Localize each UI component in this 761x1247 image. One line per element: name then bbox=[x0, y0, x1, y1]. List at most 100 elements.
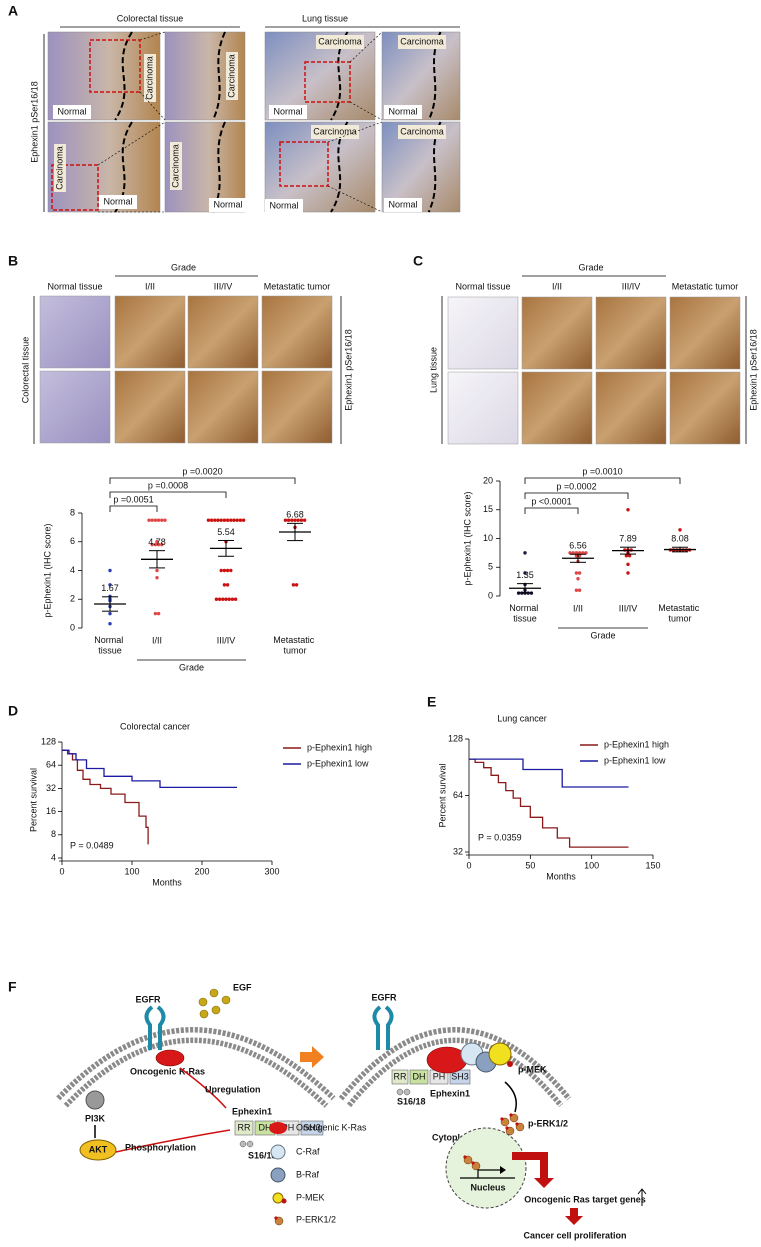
data-point bbox=[153, 542, 158, 547]
data-point bbox=[225, 568, 230, 573]
data-point bbox=[217, 597, 222, 601]
carcinoma-label: Carcinoma bbox=[226, 54, 236, 98]
y-tick-label: 32 bbox=[46, 783, 56, 793]
label-bg bbox=[170, 142, 182, 190]
data-point bbox=[155, 540, 159, 544]
legend-kras bbox=[269, 1122, 287, 1134]
up-arrow bbox=[637, 1188, 647, 1206]
mean-label: 1.67 bbox=[101, 583, 119, 593]
normal-label: Normal bbox=[57, 106, 86, 116]
mean-label: 5.54 bbox=[217, 527, 235, 537]
site-label: S16/18 bbox=[248, 1150, 277, 1160]
egf-label: EGF bbox=[233, 982, 252, 992]
y-tick-label: 6 bbox=[70, 536, 75, 546]
domain bbox=[300, 1120, 324, 1136]
data-point bbox=[108, 621, 112, 626]
data-point bbox=[290, 518, 294, 522]
data-point bbox=[283, 518, 288, 522]
site-label: S16/18 bbox=[397, 1096, 426, 1106]
phospho bbox=[507, 1061, 513, 1067]
targets-label: Oncogenic Ras target genes bbox=[524, 1194, 646, 1204]
data-point bbox=[155, 568, 159, 573]
panel-label: B bbox=[8, 253, 18, 269]
label-bg bbox=[269, 105, 307, 119]
domain bbox=[391, 1069, 409, 1085]
data-point bbox=[624, 554, 629, 558]
legend-braf bbox=[270, 1167, 286, 1183]
data-point bbox=[577, 554, 582, 558]
x-tick-label: 150 bbox=[645, 860, 660, 870]
phospho bbox=[471, 1161, 475, 1165]
zoom-connector bbox=[139, 31, 166, 41]
label-bg bbox=[384, 198, 422, 212]
carcinoma-label: Carcinoma bbox=[54, 146, 64, 190]
data-point bbox=[286, 518, 291, 522]
x-tick-label: Normal tissue bbox=[94, 635, 126, 655]
row-label: Ephexin1 pSer16/18 bbox=[29, 81, 39, 163]
zoom-connector bbox=[97, 121, 166, 166]
data-point bbox=[222, 518, 227, 522]
label-bg bbox=[99, 195, 137, 209]
data-point bbox=[229, 568, 233, 573]
y-tick-label: 10 bbox=[483, 533, 493, 543]
data-point bbox=[574, 554, 579, 558]
y-tick-label: 128 bbox=[448, 733, 463, 743]
p-value: p =0.0051 bbox=[113, 494, 153, 504]
label-bg bbox=[398, 125, 446, 139]
data-point bbox=[296, 518, 300, 522]
data-point bbox=[153, 518, 158, 522]
label-bg bbox=[53, 105, 91, 119]
significance-bracket bbox=[524, 477, 681, 484]
p-value: p =0.0020 bbox=[182, 466, 222, 476]
legend-label: P-ERK1/2 bbox=[296, 1214, 336, 1224]
mean-label: 8.08 bbox=[671, 534, 689, 544]
data-point bbox=[230, 597, 235, 601]
domain-label: PH bbox=[282, 1122, 295, 1132]
data-point bbox=[108, 568, 112, 573]
y-axis-label: p-Ephexin1 (IHC score) bbox=[462, 491, 472, 585]
domain-label: DH bbox=[259, 1122, 272, 1132]
ihc-image bbox=[521, 371, 593, 445]
domain-label: RR bbox=[394, 1071, 407, 1081]
data-point bbox=[235, 518, 239, 522]
mean-label: 6.68 bbox=[286, 510, 304, 520]
y-tick-label: 128 bbox=[41, 736, 56, 746]
data-point bbox=[577, 588, 582, 592]
carcinoma-label: Carcinoma bbox=[318, 36, 362, 46]
grade-label: Grade bbox=[590, 630, 615, 640]
carcinoma-label: Carcinoma bbox=[170, 144, 180, 188]
x-tick-label: 0 bbox=[466, 860, 471, 870]
grade-title: Grade bbox=[578, 262, 603, 272]
carcinoma-label: Carcinoma bbox=[144, 56, 154, 100]
egf bbox=[198, 997, 208, 1007]
y-tick-label: 64 bbox=[453, 790, 463, 800]
tumor-border bbox=[212, 121, 226, 213]
pi3k bbox=[85, 1090, 105, 1110]
label-bg bbox=[54, 144, 66, 192]
data-point bbox=[581, 551, 585, 555]
p-value: p =0.0010 bbox=[582, 466, 622, 476]
panel-label: D bbox=[8, 703, 18, 719]
normal-label: Normal bbox=[269, 200, 298, 210]
phospho bbox=[463, 1155, 467, 1159]
promoter-head bbox=[500, 1166, 506, 1174]
data-point bbox=[678, 528, 682, 532]
x-axis-label: Months bbox=[546, 871, 576, 881]
red-arrow bbox=[565, 1208, 583, 1225]
ephexin1-label: Ephexin1 bbox=[430, 1088, 470, 1098]
y-tick-label: 0 bbox=[488, 590, 493, 600]
p-mek bbox=[488, 1042, 512, 1066]
data-point bbox=[576, 577, 580, 581]
y-axis-label: p-Ephexin1 (IHC score) bbox=[42, 523, 52, 617]
egfr-label: EGFR bbox=[135, 994, 161, 1004]
data-point bbox=[156, 611, 161, 616]
carcinoma-label: Carcinoma bbox=[313, 126, 357, 136]
legend-label: p-Ephexin1 high bbox=[307, 742, 372, 752]
phospho bbox=[281, 1198, 287, 1204]
data-point bbox=[584, 551, 588, 555]
legend-label: C-Raf bbox=[296, 1146, 320, 1156]
upregulation-label: Upregulation bbox=[205, 1084, 261, 1094]
domain-label: SH3 bbox=[303, 1122, 321, 1132]
annotation: P = 0.0359 bbox=[478, 832, 522, 842]
significance-bracket bbox=[524, 492, 629, 499]
